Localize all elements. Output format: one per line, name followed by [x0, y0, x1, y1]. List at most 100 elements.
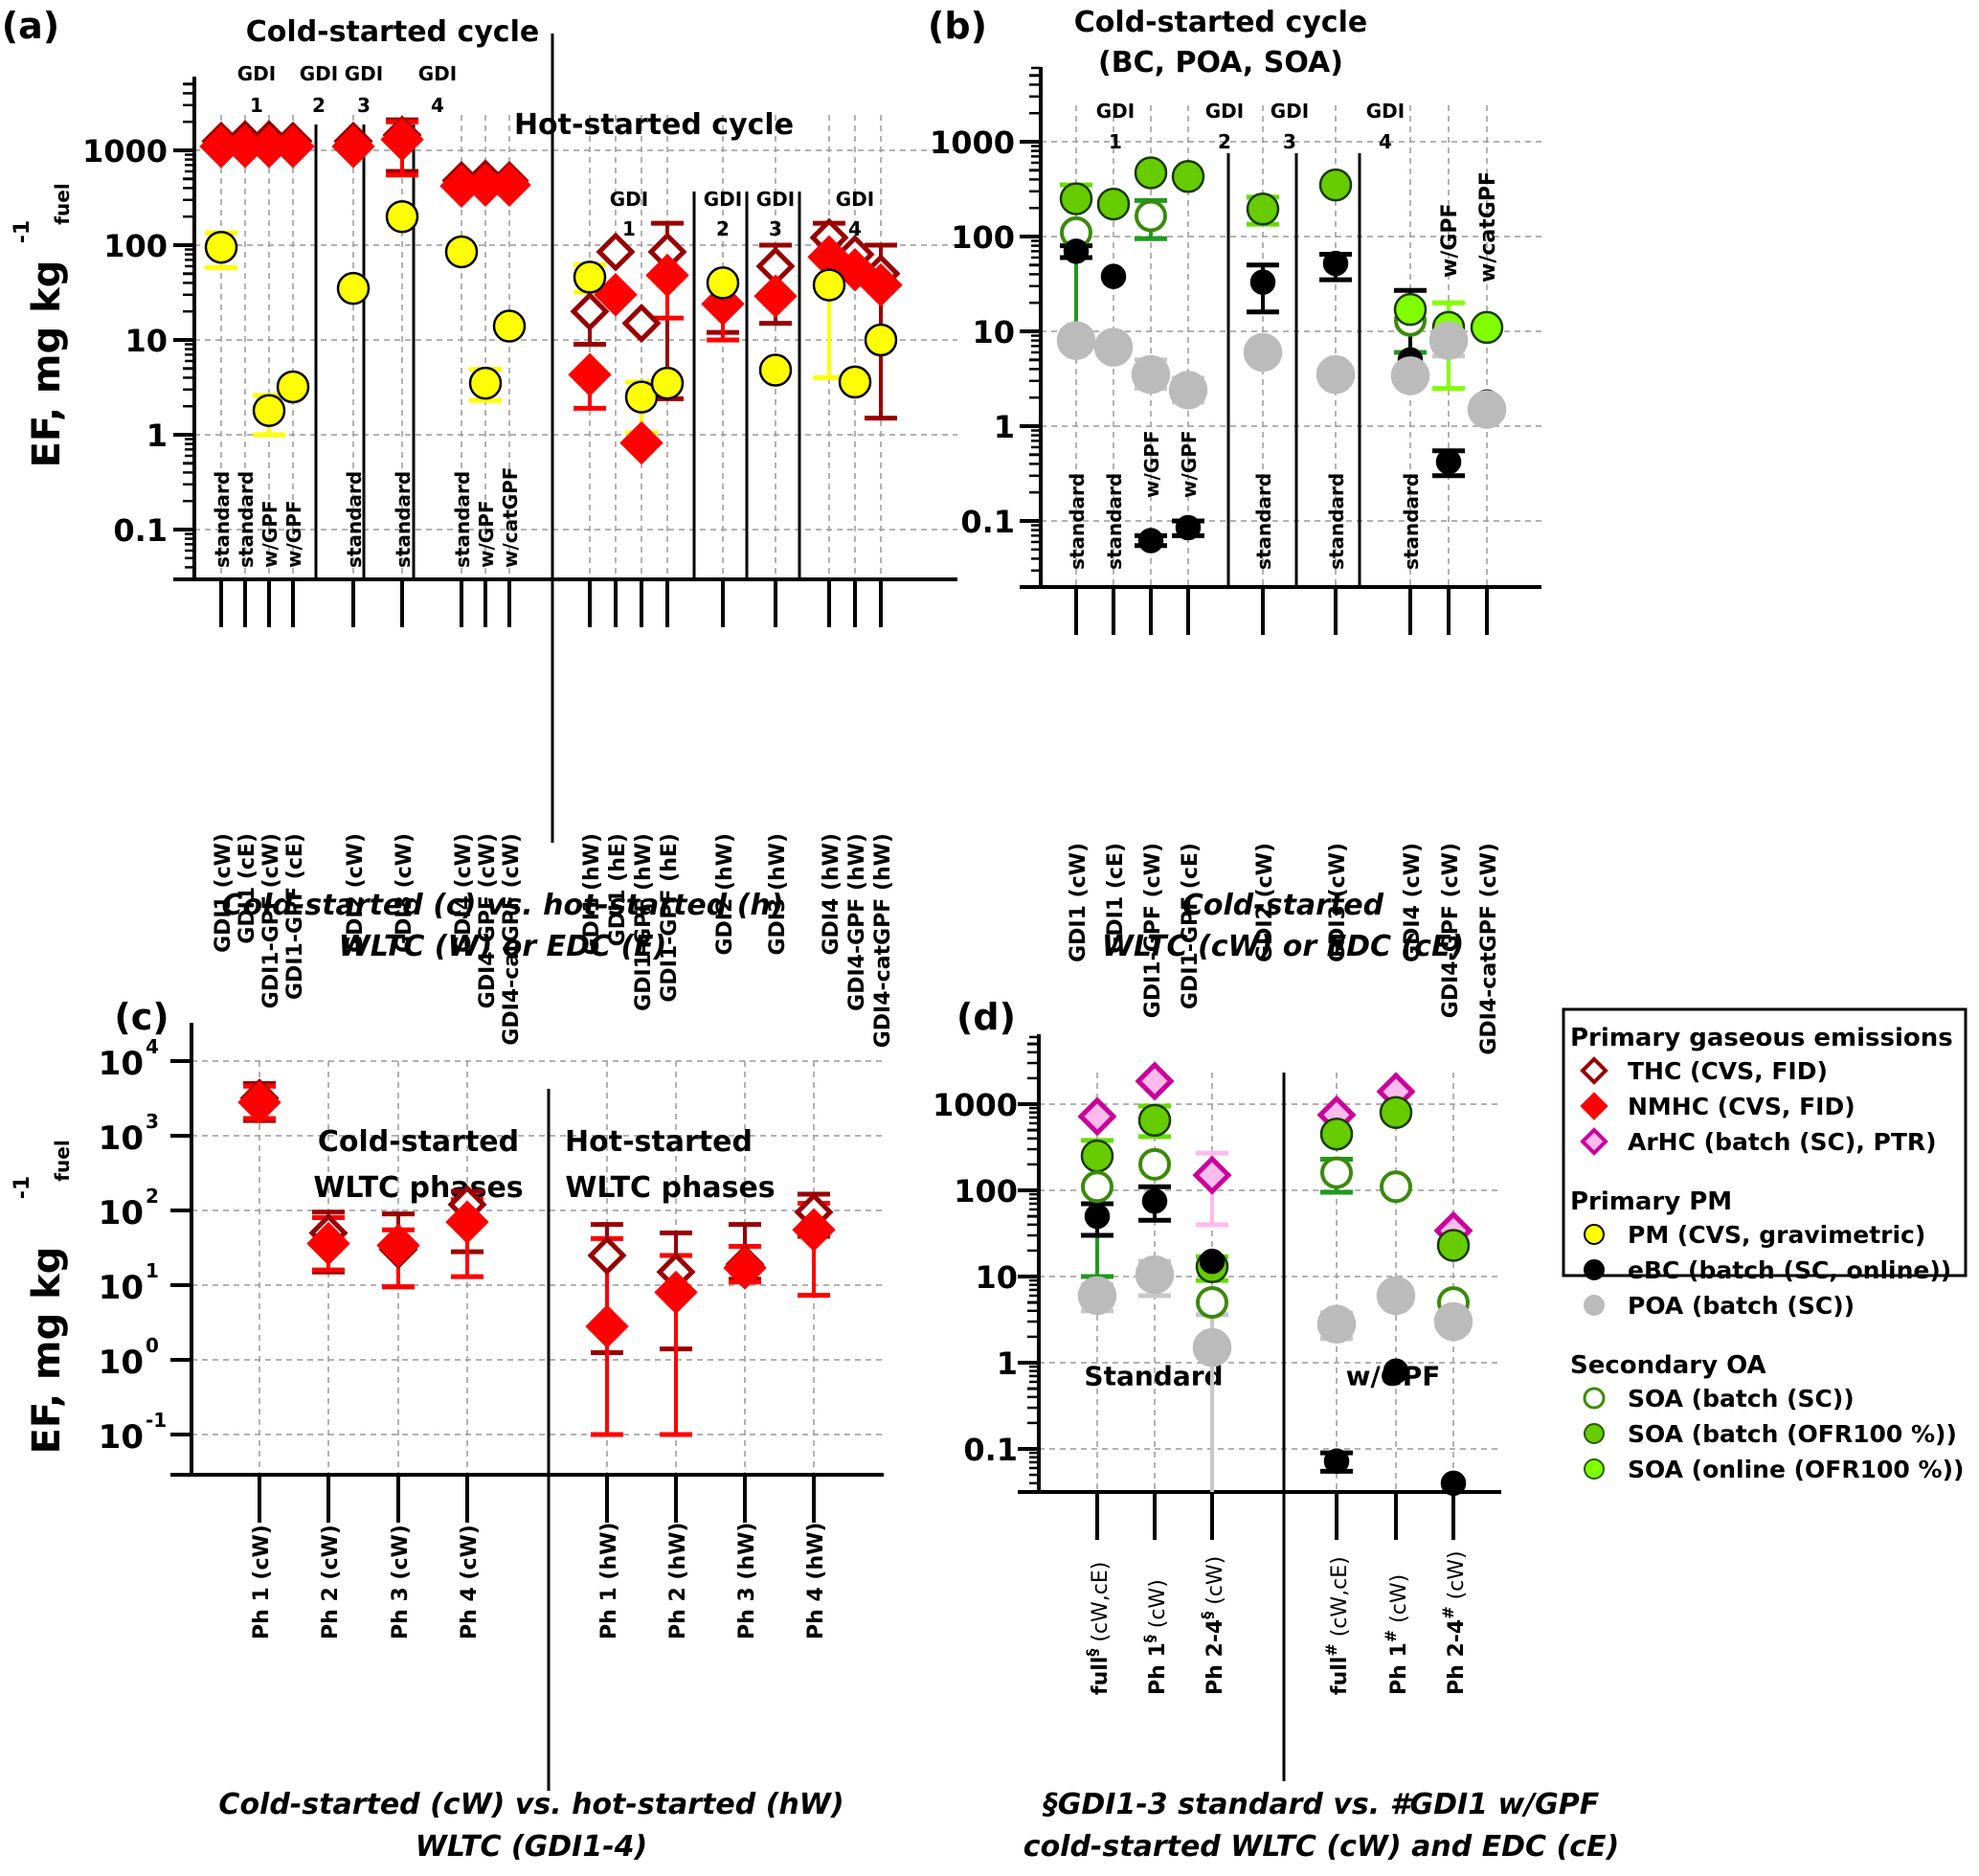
- data-point: [276, 370, 310, 404]
- data-point: [1192, 1327, 1232, 1367]
- data-point: [1137, 528, 1164, 554]
- config-label: standard: [1400, 473, 1423, 570]
- legend-box: [1562, 1007, 1968, 1277]
- group-label-gdi: GDI: [1096, 100, 1135, 123]
- y-tick-exp: 1: [146, 1259, 159, 1282]
- y-tick-exp: 0: [146, 1334, 159, 1357]
- data-point: [706, 266, 740, 300]
- group-label-gdi: GDI: [836, 188, 874, 211]
- x-tick-label: GDI1 (hE): [606, 833, 630, 946]
- config-label: standard: [235, 471, 258, 568]
- x-tick-main: full: [1089, 1657, 1113, 1695]
- group-label-gdi: GDI: [1271, 100, 1309, 123]
- data-point: [271, 124, 315, 169]
- data-point: [859, 262, 903, 307]
- x-tick-label: Ph 3 (cW): [389, 1525, 413, 1639]
- panel-b-data: [1056, 156, 1507, 554]
- data-point: [1379, 1096, 1413, 1129]
- data-point: [445, 1200, 489, 1244]
- data-point: [645, 253, 689, 298]
- data-point: [1318, 168, 1353, 202]
- hot-started-header: Hot-started cycle: [514, 108, 794, 142]
- group-label-num: 1: [1109, 130, 1122, 153]
- x-tick-label: GDI1-GPF (hE): [658, 833, 682, 1003]
- data-point: [1100, 263, 1127, 289]
- y-tick-label: 0.1: [960, 504, 1015, 540]
- data-point: [812, 268, 846, 302]
- x-tick-label: GDI1 (cW): [1067, 843, 1091, 962]
- data-point: [864, 323, 898, 357]
- data-point: [1141, 1187, 1168, 1214]
- legend-marker-icon: [1584, 1423, 1605, 1444]
- data-point: [792, 1208, 836, 1252]
- panel-b-subtitle: (BC, POA, SOA): [1098, 46, 1343, 79]
- data-point: [1134, 156, 1168, 190]
- group-label-gdi: GDI: [1366, 100, 1405, 123]
- x-tick-main: Ph 1: [1146, 1642, 1170, 1695]
- config-label: standard: [1252, 473, 1275, 570]
- data-point: [1175, 514, 1202, 541]
- data-point: [570, 291, 610, 331]
- legend-group-title: Primary PM: [1570, 1187, 1732, 1216]
- group-label-gdi: GDI: [704, 188, 742, 211]
- config-label: w/GPF: [1178, 430, 1201, 498]
- y-axis-label: EF, mg kg: [25, 1247, 69, 1455]
- y-tick-label: 10: [99, 1418, 144, 1457]
- data-point: [654, 1270, 698, 1315]
- x-tick-label: GDI1 (hW): [580, 833, 604, 956]
- annotation-hot-1: Hot-started: [565, 1125, 753, 1159]
- y-tick-label: 0.1: [113, 512, 168, 549]
- group-label-gdi: GDI: [1205, 100, 1244, 123]
- panel-d-caption-1: §GDI1-3 standard vs. #GDI1 w/GPF: [1043, 1788, 1600, 1821]
- y-tick-label: 10: [975, 1259, 1018, 1296]
- data-point: [1131, 354, 1171, 395]
- group-label-num: 2: [716, 217, 730, 240]
- config-label: standard: [451, 471, 474, 568]
- config-label: w/GPF: [1438, 203, 1462, 278]
- data-point: [1059, 182, 1093, 215]
- config-label: w/GPF: [1140, 430, 1163, 498]
- x-tick-label: GDI4 (cW): [1401, 843, 1425, 962]
- group-label-num: 2: [1218, 130, 1231, 153]
- legend-marker-icon: [1580, 1056, 1608, 1085]
- x-tick-label: Ph 1 (cW): [250, 1525, 274, 1639]
- data-point: [758, 353, 793, 387]
- legend-marker-icon: [1584, 1295, 1605, 1316]
- data-point: [585, 1304, 629, 1348]
- x-tick-label: GDI4 (hW): [820, 833, 843, 956]
- data-point: [753, 274, 798, 318]
- data-point: [1137, 1103, 1172, 1138]
- x-tick-label: GDI1 (cW): [212, 833, 236, 953]
- data-point: [1077, 1276, 1117, 1316]
- panel-a-caption-1: Cold-started (c) vs. hot-started (h): [222, 889, 784, 922]
- panel-b-caption-2: WLTC (cW) or EDC (cE): [1102, 930, 1464, 963]
- x-tick-label: Ph 4 (hW): [804, 1523, 828, 1639]
- config-label: standard: [1066, 473, 1089, 570]
- x-tick-label: GDI3 (hW): [766, 833, 790, 956]
- data-point: [204, 230, 238, 264]
- annotation-standard: Standard: [1084, 1361, 1223, 1392]
- group-label-num: 4: [431, 94, 444, 117]
- x-tick-main: Ph 1: [1387, 1642, 1411, 1695]
- data-point: [1196, 1286, 1228, 1320]
- panel-b-caption-1: Cold-started: [1182, 889, 1384, 922]
- x-tick-label: Ph 2-4§ (cW): [1198, 1556, 1227, 1695]
- data-point: [1428, 321, 1469, 360]
- data-point: [1316, 1304, 1357, 1345]
- panel-c-caption-1: Cold-started (cW) vs. hot-started (hW): [218, 1788, 843, 1821]
- x-tick-sup: §: [1140, 1635, 1158, 1642]
- data-point: [1393, 292, 1428, 327]
- data-point: [1063, 238, 1090, 264]
- y-tick-label: 1000: [930, 124, 1015, 161]
- y-tick-label: 100: [103, 228, 168, 264]
- data-point: [1135, 1254, 1175, 1295]
- panel-label-a: (a): [2, 5, 59, 47]
- data-point: [1081, 1170, 1113, 1204]
- x-tick-rest: (cW,cE): [1328, 1556, 1352, 1643]
- data-point: [1376, 1276, 1416, 1316]
- y-axis-label-sub: fuel: [51, 1140, 74, 1181]
- data-point: [650, 366, 685, 400]
- x-tick-sup: #: [1382, 1630, 1400, 1642]
